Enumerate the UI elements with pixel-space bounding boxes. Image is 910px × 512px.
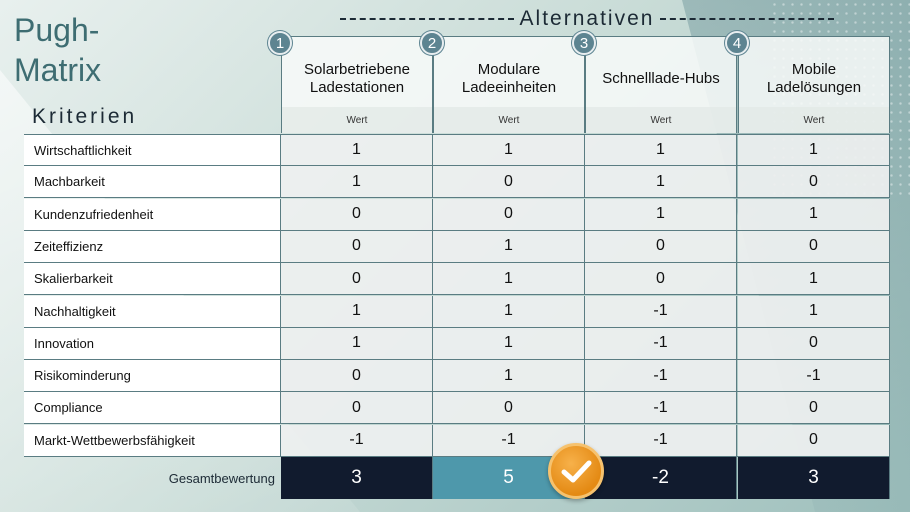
score-cell: 1 [738,263,890,295]
score-cell: 0 [738,166,890,198]
criterion-name: Skalierbarkeit [24,263,281,295]
table-row: Kundenzufriedenheit 0 0 1 1 [24,198,890,231]
alternative-number-badge: 2 [420,31,444,55]
score-cell: -1 [585,392,737,424]
page-title: Pugh- Matrix [14,10,101,90]
table-row: Wirtschaftlichkeit 1 1 1 1 [24,134,890,166]
score-cell: 1 [585,166,737,198]
score-cell: 1 [281,327,433,359]
criterion-name: Compliance [24,392,281,424]
check-mark [561,460,592,483]
table-row: Compliance 0 0 -1 0 [24,392,890,425]
score-cell: 1 [433,295,585,327]
criteria-header: Kriterien [32,105,138,128]
table-row: Markt-Wettbewerbsfähigkeit -1 -1 -1 0 [24,424,890,457]
score-cell: 0 [585,230,737,262]
alternative-unit: Wert [282,107,432,133]
criterion-name: Risikominderung [24,360,281,392]
score-cell: 1 [433,135,585,165]
criterion-name: Kundenzufriedenheit [24,198,281,230]
score-cell: 1 [738,135,890,165]
score-cell: 0 [281,230,433,262]
criterion-name: Zeiteffizienz [24,230,281,262]
score-cell: 1 [433,263,585,295]
table-row: Skalierbarkeit 0 1 0 1 [24,263,890,296]
criterion-name: Markt-Wettbewerbsfähigkeit [24,424,281,456]
alternative-header: Mobile Ladelösungen Wert [738,36,890,133]
total-score: 3 [738,457,890,499]
score-cell: -1 [585,295,737,327]
alternatives-header: Alternativen [334,6,840,32]
score-cell: 1 [585,135,737,165]
total-score: -2 [585,457,737,499]
criterion-name: Wirtschaftlichkeit [24,135,281,165]
criterion-name: Innovation [24,327,281,359]
alternative-number-badge: 3 [572,31,596,55]
score-cell: 0 [433,198,585,230]
alternative-number-badge: 4 [725,31,749,55]
score-cell: -1 [585,327,737,359]
alternative-name: Modulare Ladeeinheiten [461,61,557,96]
score-cell: 1 [281,135,433,165]
score-cell: 0 [738,392,890,424]
alternative-name: Solarbetriebene Ladestationen [304,61,410,96]
total-label: Gesamtbewertung [168,470,275,486]
alternative-unit: Wert [434,107,584,133]
score-cell: -1 [433,424,585,456]
score-cell: 0 [281,198,433,230]
score-cell: 0 [433,392,585,424]
alternative-unit: Wert [739,107,889,133]
page-title-line: Matrix [14,52,102,88]
check-icon [548,443,604,499]
table-row: Nachhaltigkeit 1 1 -1 1 [24,295,890,328]
table-row: Innovation 1 1 -1 0 [24,327,890,360]
score-cell: 0 [738,424,890,456]
score-cell: 0 [585,263,737,295]
dashed-divider [340,18,514,20]
alternative-name: Schnelllade-Hubs [602,70,720,87]
alternative-unit: Wert [586,107,736,133]
table-row: Zeiteffizienz 0 1 0 0 [24,230,890,263]
score-cell: -1 [585,360,737,392]
score-cell: 1 [433,360,585,392]
criterion-name: Machbarkeit [24,166,281,198]
alternatives-header-label: Alternativen [519,7,655,30]
alternative-header: Modulare Ladeeinheiten Wert [433,36,585,133]
score-cell: -1 [738,360,890,392]
score-cell: 0 [738,327,890,359]
score-cell: 1 [281,166,433,198]
dashed-divider [660,18,834,20]
score-cell: -1 [585,424,737,456]
score-cell: 1 [738,295,890,327]
score-cell: 1 [585,198,737,230]
alternative-header: Solarbetriebene Ladestationen Wert [281,36,433,133]
alternative-number-badge: 1 [268,31,292,55]
score-cell: 0 [281,392,433,424]
score-cell: 0 [738,230,890,262]
alternative-name: Mobile Ladelösungen [766,61,862,96]
table-row: Risikominderung 0 1 -1 -1 [24,360,890,393]
page-title-line: Pugh- [14,12,100,48]
table-row: Machbarkeit 1 0 1 0 [24,166,890,199]
score-cell: 1 [433,327,585,359]
score-cell: 1 [281,295,433,327]
score-cell: 0 [281,263,433,295]
score-cell: 1 [433,230,585,262]
score-cell: 0 [433,166,585,198]
alternative-header: Schnelllade-Hubs Wert [585,36,737,133]
score-cell: -1 [281,424,433,456]
total-score: 3 [281,457,433,499]
score-cell: 0 [281,360,433,392]
score-cell: 1 [738,198,890,230]
criterion-name: Nachhaltigkeit [24,295,281,327]
